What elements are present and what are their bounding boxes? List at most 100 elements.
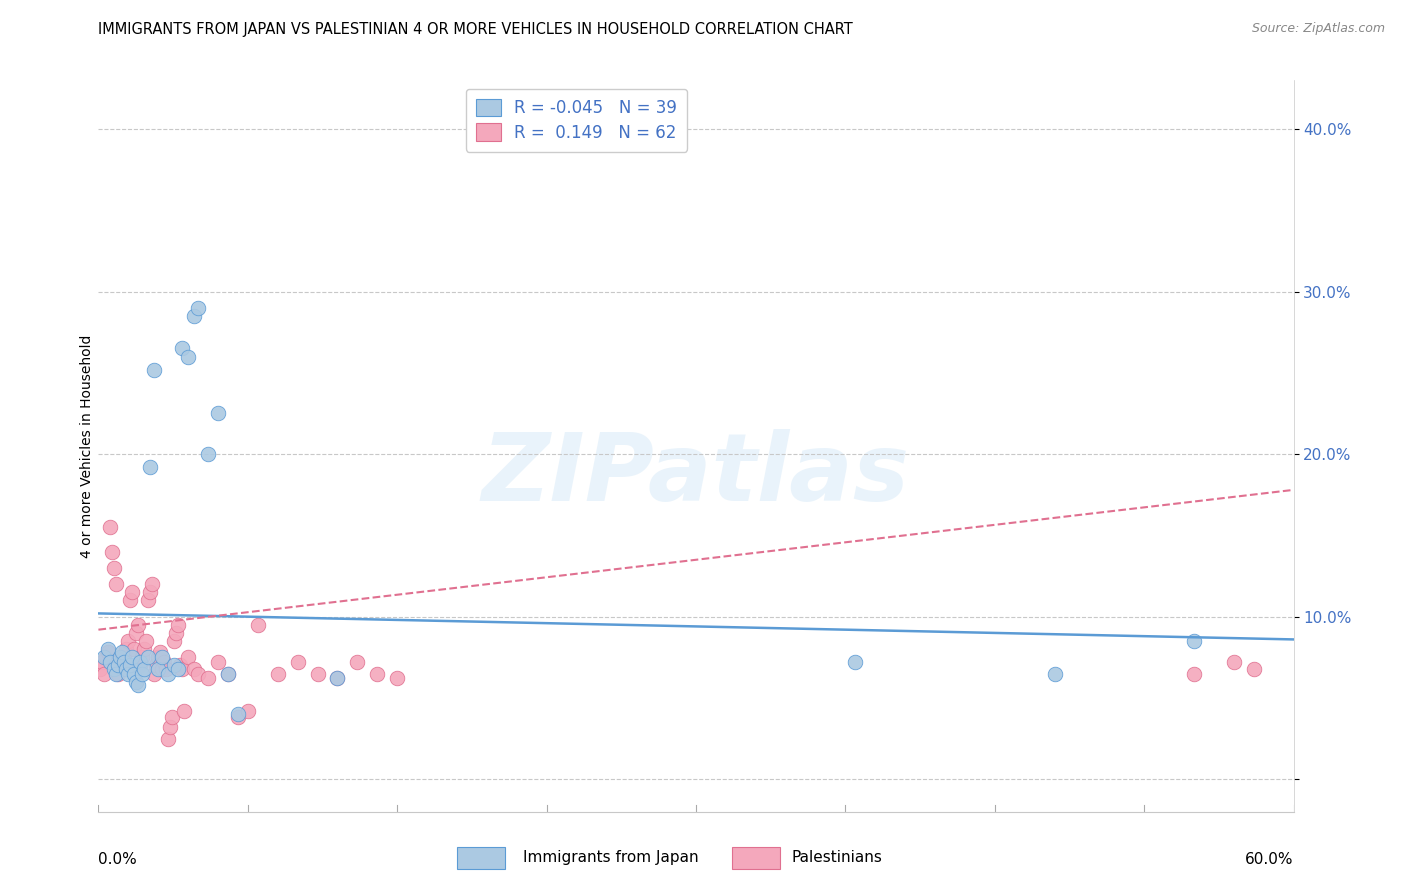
Point	[183, 662, 205, 676]
Point	[117, 666, 139, 681]
Point	[111, 650, 134, 665]
Point	[157, 666, 180, 681]
Point	[121, 585, 143, 599]
Point	[149, 645, 172, 659]
Text: 60.0%: 60.0%	[1246, 853, 1294, 867]
Point	[150, 650, 173, 665]
Point	[207, 655, 229, 669]
Point	[153, 655, 176, 669]
Point	[107, 658, 129, 673]
Point	[120, 593, 142, 607]
Point	[226, 707, 249, 722]
Point	[165, 626, 187, 640]
Point	[103, 662, 125, 676]
Point	[112, 655, 135, 669]
Point	[131, 666, 153, 681]
Point	[167, 662, 190, 676]
Point	[167, 617, 190, 632]
Point	[125, 626, 148, 640]
Point	[117, 634, 139, 648]
Point	[150, 662, 173, 676]
Point	[1243, 662, 1265, 676]
Point	[89, 662, 111, 676]
Point	[127, 617, 149, 632]
Point	[1043, 666, 1066, 681]
Point	[136, 650, 159, 665]
Point	[124, 642, 146, 657]
Point	[143, 666, 166, 681]
Point	[197, 672, 219, 686]
Point	[207, 407, 229, 421]
FancyBboxPatch shape	[733, 847, 779, 869]
Point	[139, 460, 162, 475]
Point	[139, 585, 162, 599]
Point	[217, 666, 239, 681]
Point	[141, 577, 163, 591]
Point	[129, 658, 152, 673]
Point	[172, 662, 194, 676]
Point	[105, 577, 128, 591]
Point	[136, 593, 159, 607]
Point	[236, 704, 259, 718]
Point	[98, 520, 122, 534]
Point	[134, 662, 156, 676]
Point	[145, 658, 167, 673]
Point	[97, 645, 120, 659]
Point	[246, 617, 269, 632]
Point	[844, 655, 866, 669]
Point	[326, 672, 349, 686]
Point	[112, 650, 135, 665]
Point	[1222, 655, 1246, 669]
Point	[103, 561, 125, 575]
Point	[124, 666, 146, 681]
Text: Source: ZipAtlas.com: Source: ZipAtlas.com	[1251, 22, 1385, 36]
Text: Immigrants from Japan: Immigrants from Japan	[523, 850, 699, 865]
Point	[110, 650, 132, 665]
Point	[91, 655, 114, 669]
Point	[226, 710, 249, 724]
Point	[160, 710, 183, 724]
Point	[125, 674, 148, 689]
Point	[98, 655, 122, 669]
Point	[177, 650, 200, 665]
Point	[105, 666, 128, 681]
Point	[157, 731, 180, 746]
Point	[1182, 634, 1205, 648]
Point	[134, 642, 156, 657]
Point	[143, 362, 166, 376]
Point	[115, 642, 138, 657]
Point	[177, 350, 200, 364]
Point	[120, 658, 142, 673]
Point	[326, 672, 349, 686]
Point	[121, 650, 143, 665]
Point	[115, 662, 138, 676]
Point	[93, 666, 115, 681]
Point	[129, 655, 152, 669]
Point	[148, 662, 170, 676]
Point	[287, 655, 309, 669]
Point	[267, 666, 290, 681]
Point	[1182, 666, 1205, 681]
Legend: R = -0.045   N = 39, R =  0.149   N = 62: R = -0.045 N = 39, R = 0.149 N = 62	[465, 88, 688, 152]
Point	[159, 720, 181, 734]
Point	[101, 544, 124, 558]
Y-axis label: 4 or more Vehicles in Household: 4 or more Vehicles in Household	[80, 334, 94, 558]
Point	[346, 655, 368, 669]
Point	[187, 301, 209, 315]
Point	[307, 666, 329, 681]
Point	[96, 650, 118, 665]
Point	[197, 447, 219, 461]
Point	[187, 666, 209, 681]
FancyBboxPatch shape	[457, 847, 505, 869]
Point	[111, 645, 134, 659]
Point	[183, 309, 205, 323]
Text: Palestinians: Palestinians	[792, 850, 883, 865]
Point	[169, 658, 191, 673]
Point	[148, 650, 170, 665]
Point	[163, 634, 186, 648]
Point	[131, 650, 153, 665]
Point	[173, 704, 195, 718]
Point	[155, 662, 177, 676]
Point	[93, 650, 115, 665]
Point	[110, 658, 132, 673]
